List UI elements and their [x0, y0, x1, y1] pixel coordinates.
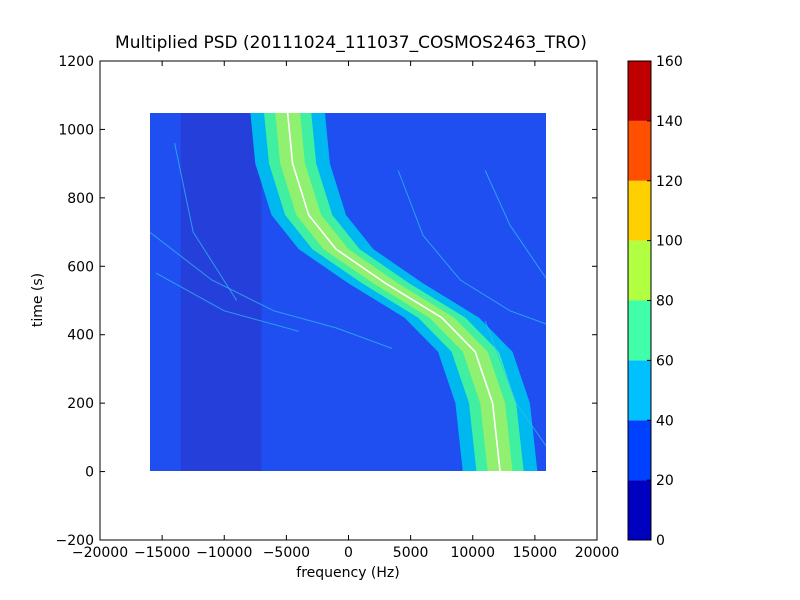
- colorbar-tick-label: 120: [656, 174, 683, 190]
- colorbar-segment: [628, 61, 651, 121]
- harmonic-trace: [150, 231, 393, 349]
- y-tick-label: 400: [67, 328, 94, 344]
- y-axis: −200 0 200 400 600 800 1000 1200: [56, 54, 597, 549]
- colorbar-segment: [628, 480, 651, 540]
- colorbar-tick-label: 40: [656, 413, 674, 429]
- y-tick-label: −200: [56, 533, 94, 549]
- colorbar-tick-label: 160: [656, 54, 683, 70]
- colorbar-tick-label: 20: [656, 473, 674, 489]
- y-tick-label: 600: [67, 259, 94, 275]
- colorbar-segment: [628, 180, 651, 241]
- colorbar-tick-label: 80: [656, 294, 674, 310]
- x-tick-label: −15000: [134, 545, 190, 561]
- chart-title: Multiplied PSD (20111024_111037_COSMOS24…: [115, 33, 587, 53]
- x-tick-label: −10000: [196, 545, 252, 561]
- heatmap-dark-region: [180, 113, 262, 471]
- track-center-line: [286, 113, 501, 471]
- x-tick-label: 15000: [513, 545, 558, 561]
- x-tick-label: 10000: [450, 545, 495, 561]
- y-tick-label: 200: [67, 396, 94, 412]
- harmonic-trace: [155, 272, 299, 332]
- colorbar-tick-label: 60: [656, 353, 674, 369]
- y-axis-label: time (s): [30, 273, 46, 327]
- y-tick-label: 1000: [58, 122, 94, 138]
- y-tick-label: 1200: [58, 54, 94, 70]
- harmonic-trace: [484, 170, 546, 279]
- track-band-inner: [275, 113, 513, 471]
- colorbar-segment: [628, 300, 651, 361]
- y-tick-label: 0: [85, 465, 94, 481]
- harmonic-trace: [484, 320, 546, 447]
- x-tick-label: −5000: [263, 545, 310, 561]
- colorbar: 0 20 40 60 80 100 120 140 160: [627, 54, 683, 549]
- x-tick-label: −20000: [72, 545, 128, 561]
- x-axis-label: frequency (Hz): [296, 565, 399, 581]
- colorbar-segment: [628, 120, 651, 181]
- colorbar-tick-label: 140: [656, 114, 683, 130]
- colorbar-segment: [628, 240, 651, 301]
- x-tick-label: 5000: [393, 545, 429, 561]
- heatmap-area: [150, 113, 546, 471]
- harmonic-trace: [174, 142, 238, 301]
- colorbar-segment: [628, 360, 651, 421]
- x-tick-label: 0: [344, 545, 353, 561]
- x-axis: −20000 −15000 −10000 −5000 0 5000 10000 15000 20…: [72, 61, 619, 561]
- harmonic-trace: [397, 170, 546, 325]
- y-tick-label: 800: [67, 191, 94, 207]
- colorbar-segment: [628, 420, 651, 481]
- x-tick-label: 20000: [575, 545, 620, 561]
- colorbar-tick-label: 100: [656, 234, 683, 250]
- colorbar-tick-label: 0: [656, 533, 665, 549]
